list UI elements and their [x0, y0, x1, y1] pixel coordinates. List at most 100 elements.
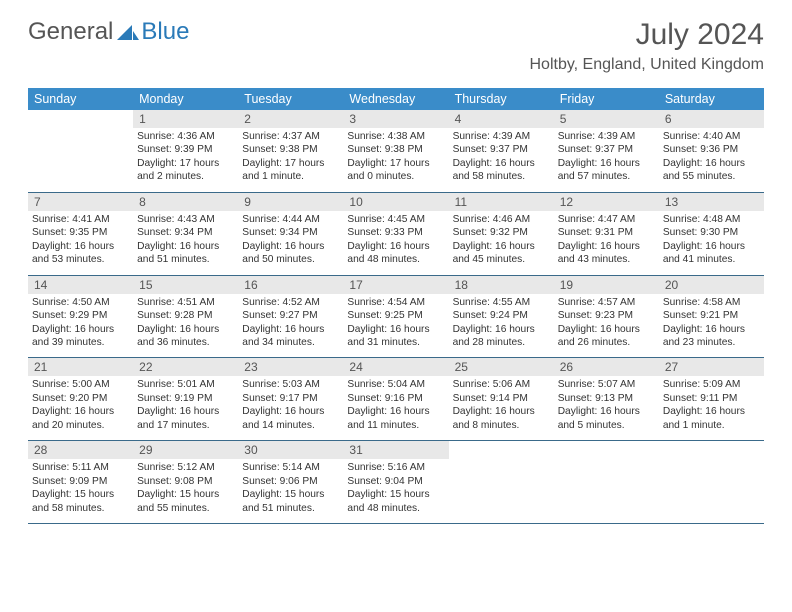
sunset-line: Sunset: 9:35 PM — [32, 226, 129, 239]
day-details: Sunrise: 4:52 AMSunset: 9:27 PMDaylight:… — [238, 294, 343, 358]
day-number: 5 — [554, 110, 659, 128]
calendar-day-cell: 21 Sunrise: 5:00 AMSunset: 9:20 PMDayligh… — [28, 358, 133, 441]
day-details: Sunrise: 5:16 AMSunset: 9:04 PMDaylight:… — [343, 459, 448, 523]
calendar-day-cell: 12Sunrise: 4:47 AMSunset: 9:31 PMDayligh… — [554, 192, 659, 275]
day-number: 26 — [554, 358, 659, 376]
day-details — [554, 459, 659, 521]
sunset-line: Sunset: 9:29 PM — [32, 309, 129, 322]
day-number: 9 — [238, 193, 343, 211]
sunset-line: Sunset: 9:16 PM — [347, 392, 444, 405]
document-header: General Blue July 2024 Holtby, England, … — [28, 18, 764, 74]
sunrise-line: Sunrise: 4:36 AM — [137, 130, 234, 143]
day-number: 11 — [449, 193, 554, 211]
sunrise-line: Sunrise: 5:00 AM — [32, 378, 129, 391]
daylight-line: Daylight: 15 hours and 55 minutes. — [137, 488, 234, 515]
daylight-line: Daylight: 16 hours and 55 minutes. — [663, 157, 760, 184]
day-number: 1 — [133, 110, 238, 128]
weekday-header: Wednesday — [343, 88, 448, 110]
day-number: 7 — [28, 193, 133, 211]
calendar-day-cell: 2Sunrise: 4:37 AMSunset: 9:38 PMDaylight… — [238, 110, 343, 192]
calendar-day-cell: 13Sunrise: 4:48 AMSunset: 9:30 PMDayligh… — [659, 192, 764, 275]
sunrise-line: Sunrise: 5:07 AM — [558, 378, 655, 391]
day-number: 18 — [449, 276, 554, 294]
day-details: Sunrise: 5:03 AMSunset: 9:17 PMDaylight:… — [238, 376, 343, 440]
daylight-line: Daylight: 15 hours and 48 minutes. — [347, 488, 444, 515]
calendar-day-cell — [659, 441, 764, 524]
day-details: Sunrise: 4:36 AMSunset: 9:39 PMDaylight:… — [133, 128, 238, 192]
day-number: 28 — [28, 441, 133, 459]
calendar-table: Sunday Monday Tuesday Wednesday Thursday… — [28, 88, 764, 524]
sunrise-line: Sunrise: 5:01 AM — [137, 378, 234, 391]
daylight-line: Daylight: 16 hours and 11 minutes. — [347, 405, 444, 432]
daylight-line: Daylight: 16 hours and 26 minutes. — [558, 323, 655, 350]
sunset-line: Sunset: 9:34 PM — [137, 226, 234, 239]
sunrise-line: Sunrise: 4:38 AM — [347, 130, 444, 143]
weekday-header: Saturday — [659, 88, 764, 110]
day-details: Sunrise: 5:09 AMSunset: 9:11 PMDaylight:… — [659, 376, 764, 440]
day-details: Sunrise: 4:37 AMSunset: 9:38 PMDaylight:… — [238, 128, 343, 192]
sunrise-line: Sunrise: 4:43 AM — [137, 213, 234, 226]
day-number: 25 — [449, 358, 554, 376]
day-number — [28, 110, 133, 128]
sunrise-line: Sunrise: 4:41 AM — [32, 213, 129, 226]
daylight-line: Daylight: 16 hours and 53 minutes. — [32, 240, 129, 267]
sunrise-line: Sunrise: 4:37 AM — [242, 130, 339, 143]
daylight-line: Daylight: 16 hours and 20 minutes. — [32, 405, 129, 432]
day-number: 8 — [133, 193, 238, 211]
daylight-line: Daylight: 16 hours and 28 minutes. — [453, 323, 550, 350]
day-details: Sunrise: 4:39 AMSunset: 9:37 PMDaylight:… — [449, 128, 554, 192]
day-details: Sunrise: 4:40 AMSunset: 9:36 PMDaylight:… — [659, 128, 764, 192]
day-number: 12 — [554, 193, 659, 211]
day-number — [554, 441, 659, 459]
sunset-line: Sunset: 9:30 PM — [663, 226, 760, 239]
day-number: 2 — [238, 110, 343, 128]
sunset-line: Sunset: 9:25 PM — [347, 309, 444, 322]
calendar-day-cell: 4Sunrise: 4:39 AMSunset: 9:37 PMDaylight… — [449, 110, 554, 192]
daylight-line: Daylight: 16 hours and 1 minute. — [663, 405, 760, 432]
day-details: Sunrise: 4:45 AMSunset: 9:33 PMDaylight:… — [343, 211, 448, 275]
day-number: 31 — [343, 441, 448, 459]
sunset-line: Sunset: 9:20 PM — [32, 392, 129, 405]
day-number: 20 — [659, 276, 764, 294]
day-number — [659, 441, 764, 459]
sunset-line: Sunset: 9:36 PM — [663, 143, 760, 156]
day-number: 23 — [238, 358, 343, 376]
weekday-header: Tuesday — [238, 88, 343, 110]
sunrise-line: Sunrise: 4:48 AM — [663, 213, 760, 226]
sunrise-line: Sunrise: 4:44 AM — [242, 213, 339, 226]
sunrise-line: Sunrise: 4:57 AM — [558, 296, 655, 309]
calendar-day-cell: 19Sunrise: 4:57 AMSunset: 9:23 PMDayligh… — [554, 275, 659, 358]
sunrise-line: Sunrise: 5:04 AM — [347, 378, 444, 391]
daylight-line: Daylight: 16 hours and 14 minutes. — [242, 405, 339, 432]
sunrise-line: Sunrise: 4:39 AM — [558, 130, 655, 143]
sunset-line: Sunset: 9:08 PM — [137, 475, 234, 488]
day-details: Sunrise: 4:41 AMSunset: 9:35 PMDaylight:… — [28, 211, 133, 275]
calendar-day-cell: 28Sunrise: 5:11 AMSunset: 9:09 PMDayligh… — [28, 441, 133, 524]
weekday-header: Friday — [554, 88, 659, 110]
calendar-week-row: 28Sunrise: 5:11 AMSunset: 9:09 PMDayligh… — [28, 441, 764, 524]
calendar-day-cell: 3Sunrise: 4:38 AMSunset: 9:38 PMDaylight… — [343, 110, 448, 192]
calendar-day-cell: 29Sunrise: 5:12 AMSunset: 9:08 PMDayligh… — [133, 441, 238, 524]
sunrise-line: Sunrise: 4:58 AM — [663, 296, 760, 309]
daylight-line: Daylight: 16 hours and 36 minutes. — [137, 323, 234, 350]
calendar-day-cell — [449, 441, 554, 524]
sunrise-line: Sunrise: 4:50 AM — [32, 296, 129, 309]
daylight-line: Daylight: 16 hours and 43 minutes. — [558, 240, 655, 267]
daylight-line: Daylight: 16 hours and 5 minutes. — [558, 405, 655, 432]
sunrise-line: Sunrise: 4:46 AM — [453, 213, 550, 226]
sunset-line: Sunset: 9:38 PM — [347, 143, 444, 156]
day-details: Sunrise: 5:12 AMSunset: 9:08 PMDaylight:… — [133, 459, 238, 523]
sunset-line: Sunset: 9:23 PM — [558, 309, 655, 322]
sunset-line: Sunset: 9:38 PM — [242, 143, 339, 156]
daylight-line: Daylight: 16 hours and 58 minutes. — [453, 157, 550, 184]
day-details: Sunrise: 5:11 AMSunset: 9:09 PMDaylight:… — [28, 459, 133, 523]
calendar-day-cell: 8Sunrise: 4:43 AMSunset: 9:34 PMDaylight… — [133, 192, 238, 275]
day-number — [449, 441, 554, 459]
sunrise-line: Sunrise: 4:52 AM — [242, 296, 339, 309]
day-number: 21 — [28, 358, 133, 376]
day-number: 10 — [343, 193, 448, 211]
brand-sail-icon — [117, 23, 139, 41]
sunset-line: Sunset: 9:09 PM — [32, 475, 129, 488]
sunset-line: Sunset: 9:24 PM — [453, 309, 550, 322]
calendar-day-cell: 1Sunrise: 4:36 AMSunset: 9:39 PMDaylight… — [133, 110, 238, 192]
